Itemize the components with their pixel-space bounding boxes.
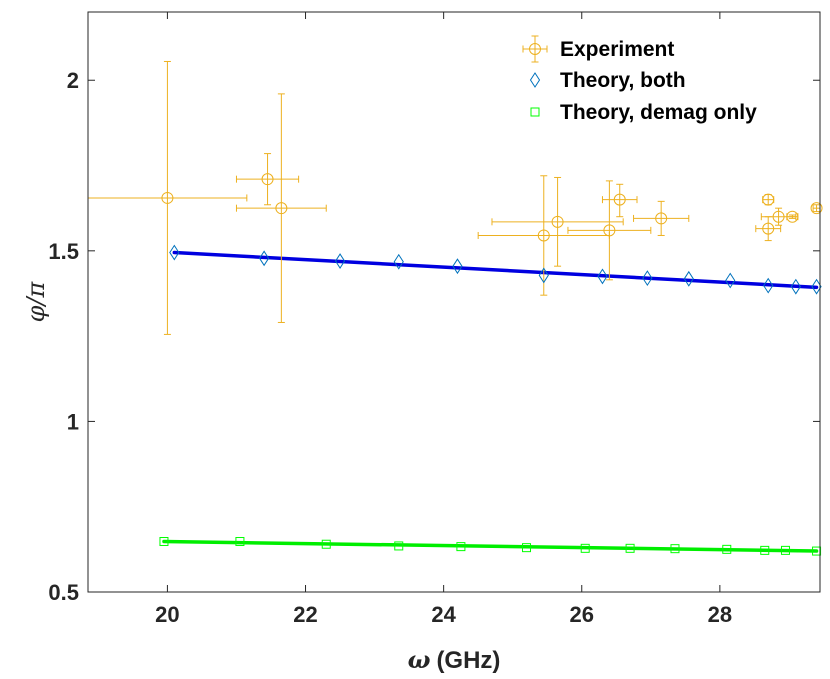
x-tick-label: 22 bbox=[293, 602, 317, 627]
data-point-series-0 bbox=[810, 202, 823, 215]
x-axis-symbol: ω bbox=[408, 645, 431, 674]
data-point-series-0 bbox=[762, 193, 775, 206]
data-point-series-0 bbox=[275, 202, 288, 215]
data-point-series-2 bbox=[456, 542, 466, 552]
data-point-series-0 bbox=[613, 193, 626, 206]
legend-box bbox=[500, 28, 810, 136]
legend-icon-experiment bbox=[529, 43, 541, 55]
data-point-series-1 bbox=[597, 268, 608, 285]
data-point-series-0 bbox=[655, 212, 668, 225]
y-axis-label: φ/π bbox=[22, 280, 50, 322]
fit-line-series-2 bbox=[162, 539, 819, 553]
legend-label-theory-both: Theory, both bbox=[560, 69, 686, 92]
data-point-series-1 bbox=[538, 267, 549, 284]
legend-icons bbox=[522, 35, 548, 117]
data-point-series-1 bbox=[683, 270, 694, 287]
y-tick-label: 0.5 bbox=[48, 580, 79, 605]
y-tick-label: 1.5 bbox=[48, 239, 79, 264]
legend-label-theory-demag: Theory, demag only bbox=[560, 101, 757, 124]
y-tick-label: 2 bbox=[67, 68, 79, 93]
data-point-series-1 bbox=[790, 278, 801, 295]
x-tick-label: 20 bbox=[155, 602, 179, 627]
data-point-series-2 bbox=[760, 545, 770, 555]
data-point-series-0 bbox=[772, 210, 785, 223]
data-point-series-2 bbox=[580, 543, 590, 553]
data-point-series-1 bbox=[452, 258, 463, 275]
legend-icon-theory-both bbox=[529, 72, 541, 88]
data-point-series-0 bbox=[261, 173, 274, 186]
data-point-series-1 bbox=[725, 272, 736, 289]
data-point-series-1 bbox=[334, 253, 346, 269]
x-axis-unit: (GHz) bbox=[436, 647, 500, 674]
data-point-series-2 bbox=[812, 546, 822, 556]
data-point-series-1 bbox=[258, 250, 270, 267]
data-point-series-2 bbox=[522, 543, 532, 553]
x-tick-label: 26 bbox=[570, 602, 594, 627]
data-point-series-1 bbox=[763, 277, 774, 294]
data-point-series-1 bbox=[169, 244, 180, 261]
data-point-series-2 bbox=[159, 537, 169, 547]
legend-label-experiment: Experiment bbox=[560, 38, 674, 61]
data-point-series-2 bbox=[625, 543, 635, 553]
data-point-series-2 bbox=[235, 537, 245, 547]
plot-marks bbox=[87, 60, 823, 556]
data-point-series-1 bbox=[393, 253, 404, 270]
data-point-series-2 bbox=[780, 545, 790, 555]
data-point-series-2 bbox=[670, 544, 680, 554]
axis-ticks: 20 22 24 26 28 0.5 1 1.5 2 bbox=[48, 12, 820, 627]
data-point-series-2 bbox=[722, 544, 732, 554]
data-point-series-2 bbox=[394, 541, 404, 551]
data-point-series-1 bbox=[642, 270, 653, 287]
legend-icon-theory-demag bbox=[530, 107, 540, 117]
data-point-series-0 bbox=[786, 210, 799, 223]
data-point-series-0 bbox=[603, 224, 616, 237]
data-point-series-0 bbox=[537, 229, 550, 242]
data-point-series-0 bbox=[762, 222, 775, 235]
x-axis-label: ω (GHz) bbox=[408, 645, 501, 674]
legend: Experiment Theory, both Theory, demag on… bbox=[500, 28, 810, 136]
y-tick-label: 1 bbox=[67, 409, 79, 434]
x-tick-label: 24 bbox=[431, 602, 456, 627]
data-point-series-0 bbox=[551, 215, 564, 228]
data-point-series-2 bbox=[321, 539, 331, 549]
data-point-series-0 bbox=[161, 191, 174, 204]
plot-area-frame bbox=[87, 11, 821, 593]
x-tick-label: 28 bbox=[708, 602, 732, 627]
